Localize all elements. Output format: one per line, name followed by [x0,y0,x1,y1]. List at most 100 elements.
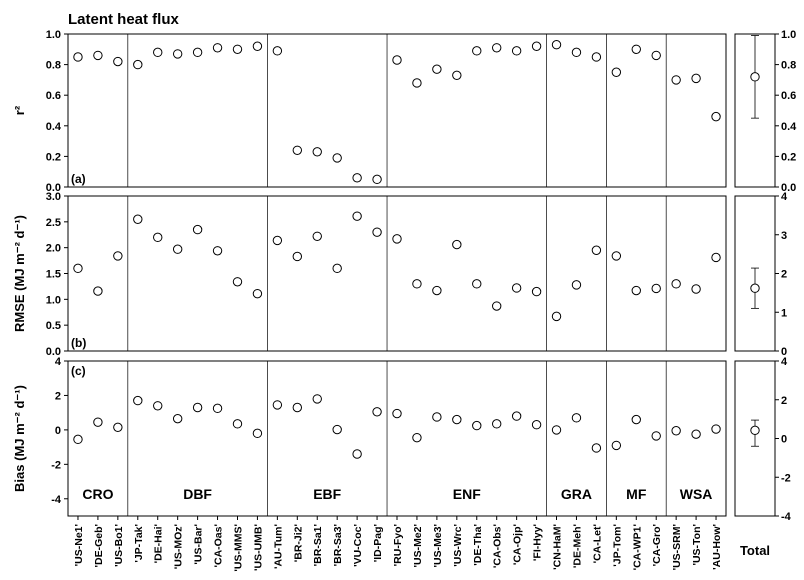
data-point [392,234,402,244]
data-point [631,44,641,54]
site-label: 'DE-Meh' [571,524,583,568]
site-label: 'US-MOz' [173,524,185,569]
data-point [412,432,422,443]
data-point [691,73,701,84]
data-point [452,414,462,425]
site-label: 'VU-Coc' [352,524,364,567]
data-point [113,56,123,67]
data-point [591,245,602,255]
chart-title: Latent heat flux [68,11,180,28]
site-label: 'BR-Sa3' [332,524,344,566]
site-label: 'FI-Hyy' [532,524,544,561]
data-point [472,420,482,431]
right-y-tick-label: 0.2 [781,151,796,163]
y-tick-label: 0.0 [46,346,61,358]
data-point [432,412,442,422]
site-label: 'US-SRM' [671,524,683,570]
site-label: 'US-Me3' [432,524,444,568]
data-point [292,251,303,262]
group-label: CRO [82,486,113,502]
data-point [133,214,143,224]
y-tick-label: 2.0 [46,243,61,255]
data-point [192,224,203,235]
data-point [392,55,402,65]
data-point [531,41,542,51]
data-point [133,395,143,406]
data-point [571,280,582,290]
y-tick-label: 0.2 [46,151,61,163]
data-point [671,426,681,436]
y-tick-label: 2.5 [46,217,61,229]
group-label: EBF [313,486,341,502]
data-point [153,232,163,243]
data-point [153,401,163,411]
right-y-tick-label: 1 [781,307,787,319]
site-label: 'CA-WP1' [631,524,643,570]
site-label: 'US-UMB' [252,524,264,571]
site-label: 'CA-Obs' [492,524,504,568]
data-point [93,50,103,61]
data-point [412,78,422,88]
y-tick-label: 1.5 [46,269,61,281]
site-label: 'CA-Oas' [213,524,225,568]
y-tick-label: 0.8 [46,60,61,72]
data-point [252,428,263,439]
right-y-tick-label: 1.0 [781,29,796,41]
data-point [412,279,422,289]
y-axis-label: Bias (MJ m⁻² d⁻¹) [12,385,27,492]
data-point [212,403,223,414]
data-point [232,277,243,287]
data-point [611,251,622,261]
data-point [292,402,303,413]
total-label: Total [740,543,770,558]
data-point [571,47,582,58]
data-point [312,231,322,242]
data-point [491,43,502,53]
right-y-tick-label: 0.6 [781,90,796,102]
data-point [571,413,582,423]
data-point [711,252,721,263]
site-label: 'US-Bar' [193,524,205,565]
data-point [352,173,362,183]
site-label: 'JP-Tak' [133,524,145,563]
right-y-tick-label: 0.8 [781,60,796,72]
data-point [631,414,641,425]
data-point [172,244,183,254]
site-label: 'DE-Hai' [153,524,165,563]
data-point [312,394,322,404]
data-point [252,288,263,299]
y-tick-label: 4 [55,356,62,368]
data-point [73,263,83,274]
site-label: 'US-Bo1' [113,524,125,567]
data-point [392,408,402,419]
data-point [711,424,721,434]
site-label: 'CN-HaM' [552,524,564,570]
data-point [232,419,243,429]
data-point [531,286,542,297]
total-point [750,425,760,436]
right-y-tick-label: 0.0 [781,182,796,194]
data-point [472,279,482,289]
site-label: 'US-Me2' [412,524,424,568]
data-point [531,420,542,430]
data-point [153,47,163,58]
panel-tag: (c) [71,364,86,378]
data-point [611,67,622,77]
y-axis-label: RMSE (MJ m⁻² d⁻¹) [12,215,27,332]
right-y-tick-label: 4 [781,191,788,203]
panel-tag: (a) [71,172,86,186]
group-label: GRA [561,486,592,502]
data-point [432,285,442,296]
data-point [452,239,462,250]
data-point [232,44,243,54]
data-point [651,431,661,441]
data-point [73,434,83,445]
panel-1: 0.0 0.2 0.4 0.6 0.8 1.0 0.0 0.2 0.4 0.6 0.8 1.0 r² (a… [12,29,797,194]
right-y-tick-label: -4 [781,511,792,523]
site-label: 'AU-How' [711,524,723,570]
data-point [611,440,622,451]
y-tick-label: 0.5 [46,320,61,332]
main-plot-frame [67,33,727,188]
panel-3: -4 -2 0 2 4 -4 -2 0 2 4 Bias (MJ m⁻² d⁻¹) (c) CRO DBF… [12,356,792,523]
